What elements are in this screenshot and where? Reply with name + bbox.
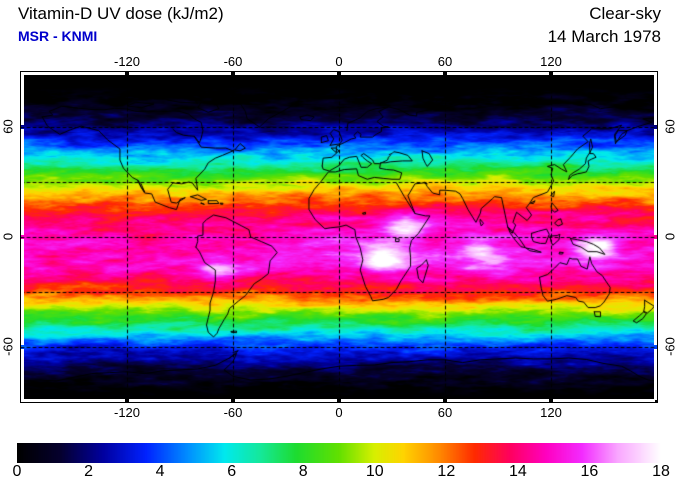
colorbar-tick-8: 8 [298, 463, 308, 480]
uv-dose-heatmap-canvas [21, 72, 657, 402]
colorbar-tick-10: 10 [365, 463, 384, 480]
axis-tick-mark [654, 129, 657, 235]
axis-tick-mark [235, 72, 337, 75]
world-uv-map [21, 72, 657, 402]
date-label: 14 March 1978 [547, 27, 661, 46]
colorbar-tick-6: 6 [227, 463, 237, 480]
xaxis-top-tick-label: 120 [540, 54, 562, 69]
xaxis-top-tick-label: 0 [335, 54, 343, 69]
yaxis-right-tick-label: -60 [662, 337, 678, 356]
axis-tick-mark [654, 349, 657, 400]
xaxis-bottom-tick-label: -120 [113, 405, 141, 420]
colorbar-tick-12: 12 [437, 463, 456, 480]
axis-tick-mark [21, 399, 125, 402]
xaxis-bottom-tick-label: 60 [437, 405, 453, 420]
axis-tick-mark [341, 399, 443, 402]
axis-tick-mark [654, 72, 657, 125]
colorbar-tick-0: 0 [12, 463, 22, 480]
axis-tick-mark [553, 72, 655, 75]
axis-tick-mark [21, 349, 24, 400]
axis-tick-mark [21, 129, 24, 235]
axis-tick-mark [553, 399, 655, 402]
yaxis-right-tick-label: 0 [662, 232, 678, 241]
yaxis-left-tick-label: -60 [0, 337, 16, 356]
colorbar-gradient [17, 443, 661, 463]
yaxis-left-tick-label: 0 [0, 232, 16, 241]
colorbar-tick-2: 2 [84, 463, 93, 480]
colorbar [17, 443, 661, 463]
xaxis-bottom-tick-label: 120 [540, 405, 562, 420]
colorbar-tick-18: 18 [652, 463, 670, 480]
sky-condition-label: Clear-sky [589, 4, 661, 23]
colorbar-tick-16: 16 [580, 463, 599, 480]
axis-tick-mark [129, 72, 231, 75]
colorbar-tick-14: 14 [508, 463, 527, 480]
xaxis-top-tick-label: -60 [223, 54, 243, 69]
axis-tick-mark [129, 399, 231, 402]
axis-tick-mark [341, 72, 443, 75]
data-source-credit: MSR - KNMI [18, 28, 98, 44]
axis-tick-mark [21, 72, 24, 125]
axis-tick-mark [447, 399, 549, 402]
colorbar-tick-4: 4 [155, 463, 165, 480]
axis-tick-mark [235, 399, 337, 402]
xaxis-bottom-tick-label: 0 [335, 405, 343, 420]
axis-tick-mark [654, 239, 657, 345]
xaxis-bottom-tick-label: -60 [223, 405, 243, 420]
xaxis-top-tick-label: 60 [437, 54, 453, 69]
axis-tick-mark [21, 72, 125, 75]
yaxis-left-tick-label: 60 [0, 119, 16, 134]
page-title: Vitamin-D UV dose (kJ/m2) [18, 4, 224, 23]
axis-tick-mark [21, 239, 24, 345]
xaxis-top-tick-label: -120 [113, 54, 141, 69]
axis-tick-mark [447, 72, 549, 75]
yaxis-right-tick-label: 60 [662, 119, 678, 134]
